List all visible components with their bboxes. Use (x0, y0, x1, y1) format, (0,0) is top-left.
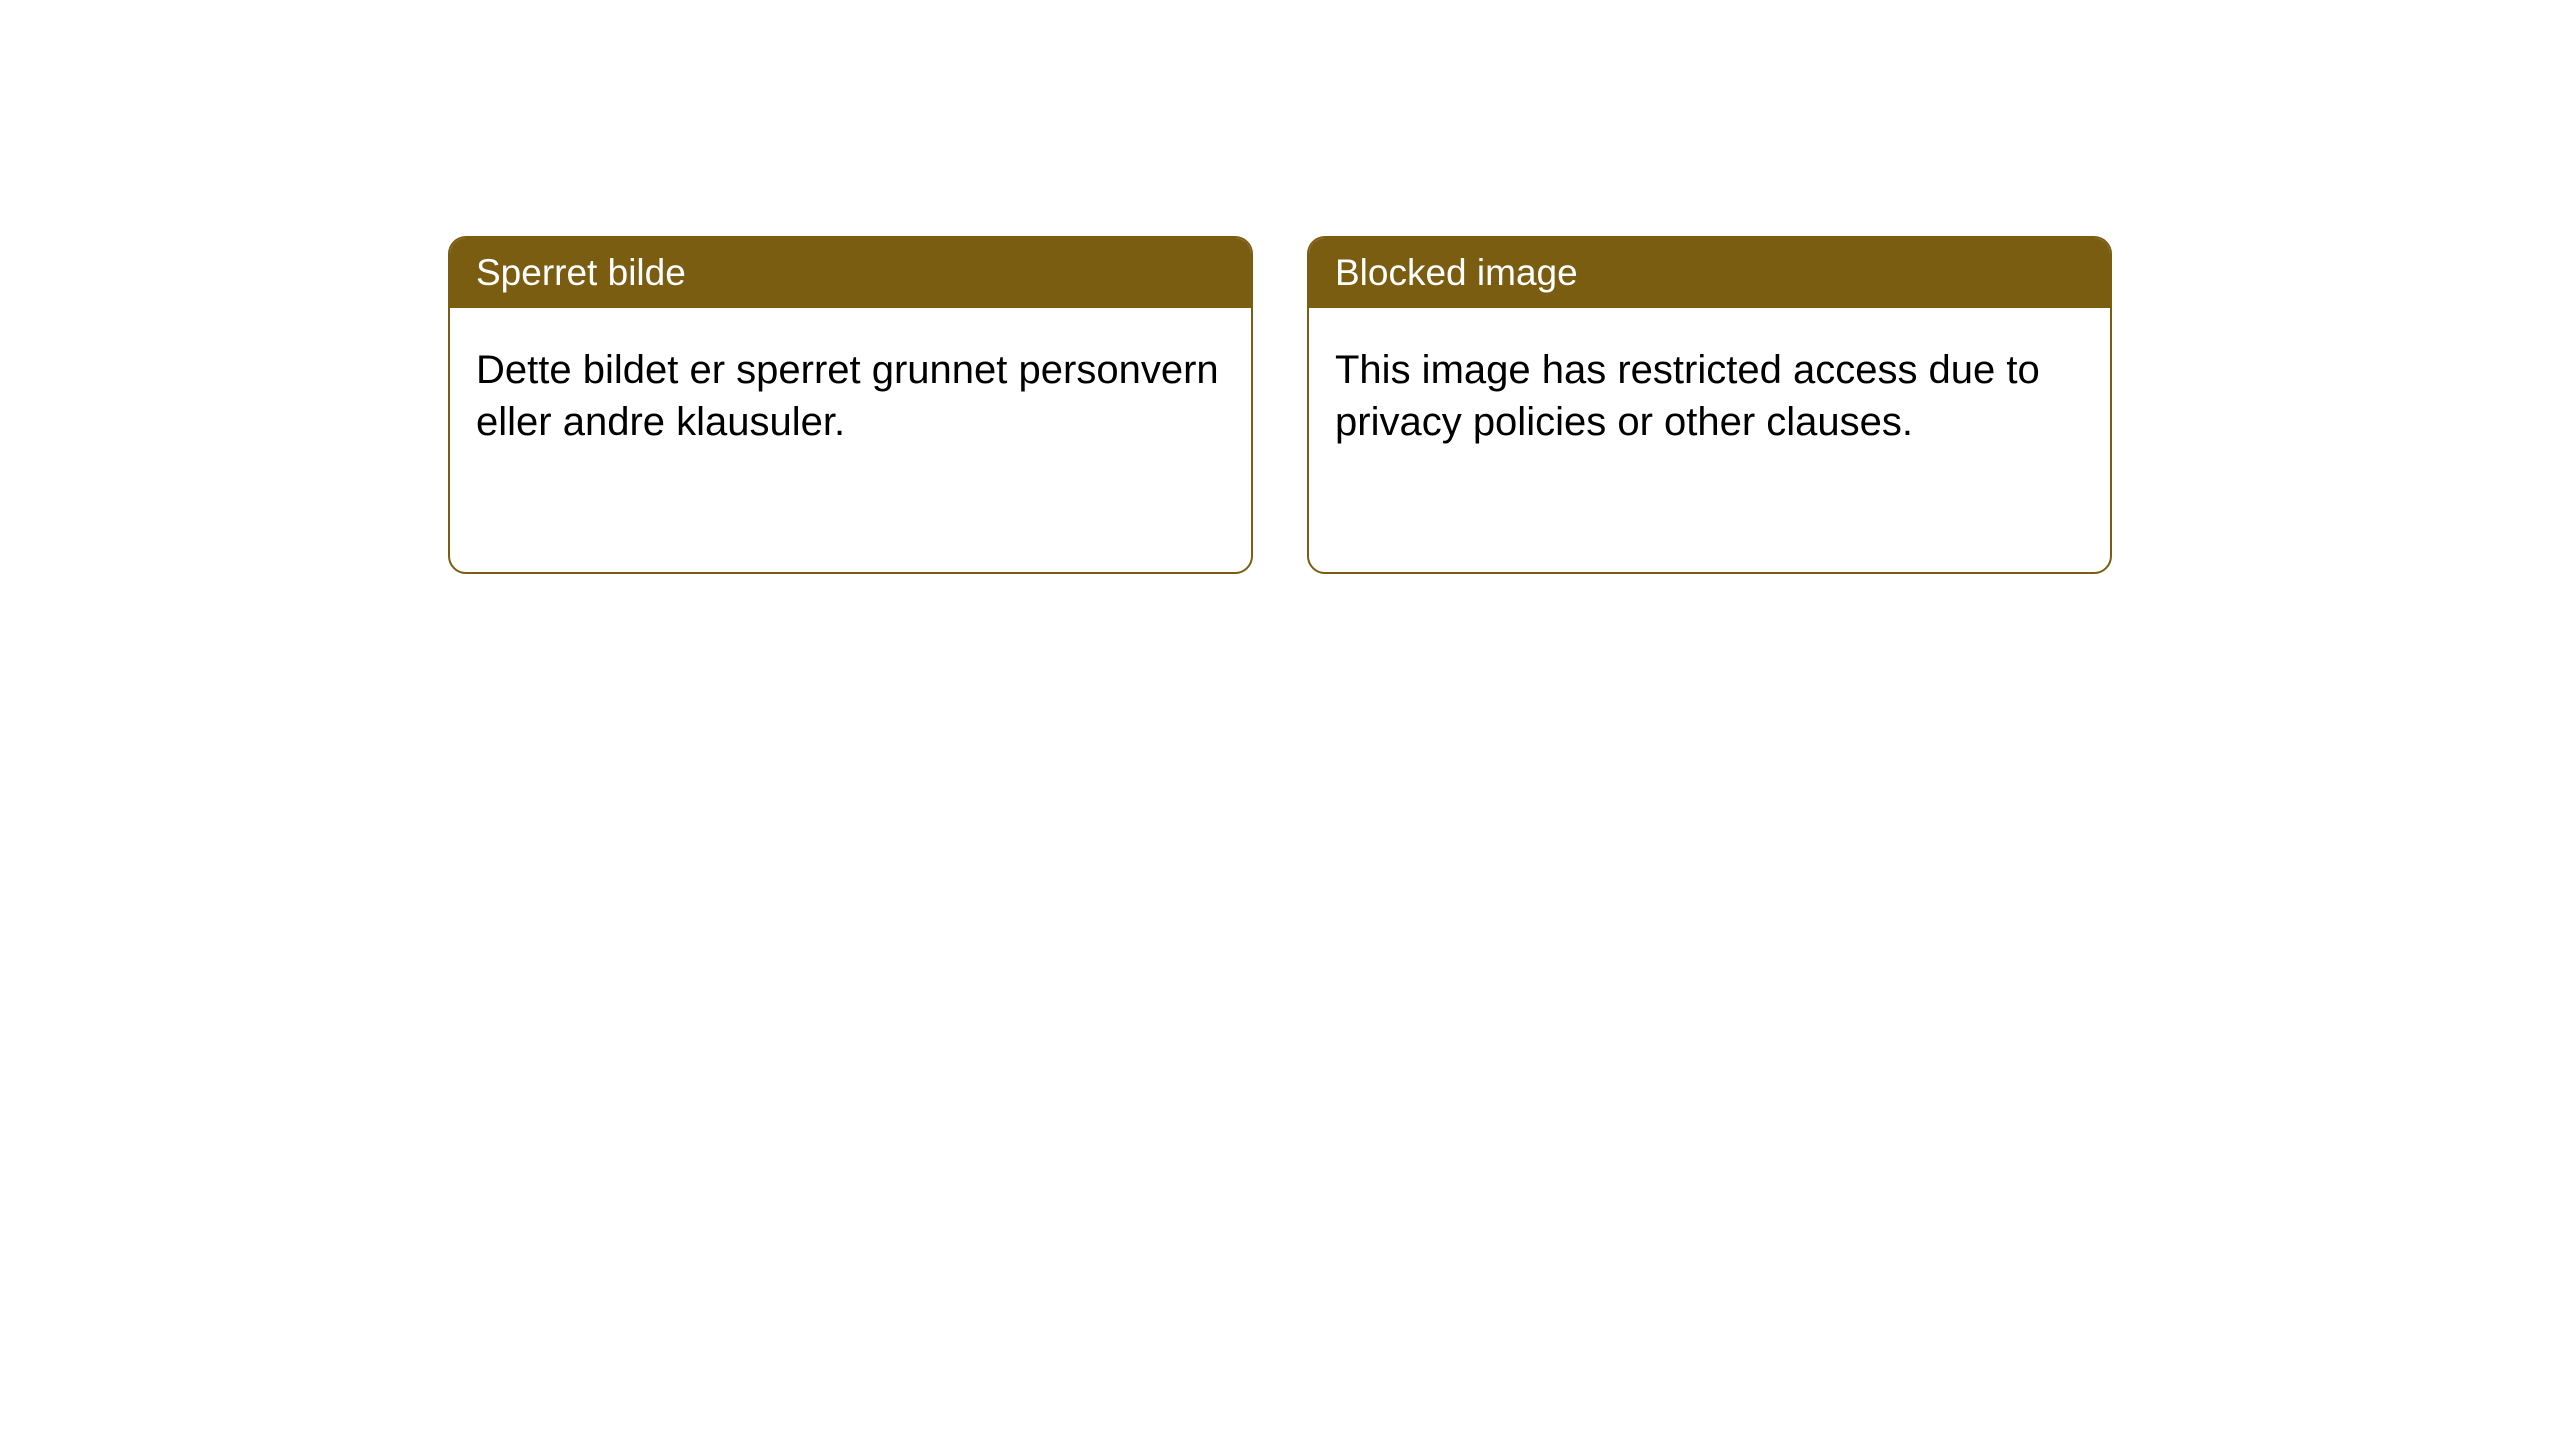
notice-header-norwegian: Sperret bilde (450, 238, 1251, 308)
notice-body-english: This image has restricted access due to … (1309, 308, 2110, 484)
notice-container: Sperret bilde Dette bildet er sperret gr… (448, 236, 2112, 574)
notice-card-norwegian: Sperret bilde Dette bildet er sperret gr… (448, 236, 1253, 574)
notice-card-english: Blocked image This image has restricted … (1307, 236, 2112, 574)
notice-header-english: Blocked image (1309, 238, 2110, 308)
notice-body-norwegian: Dette bildet er sperret grunnet personve… (450, 308, 1251, 484)
